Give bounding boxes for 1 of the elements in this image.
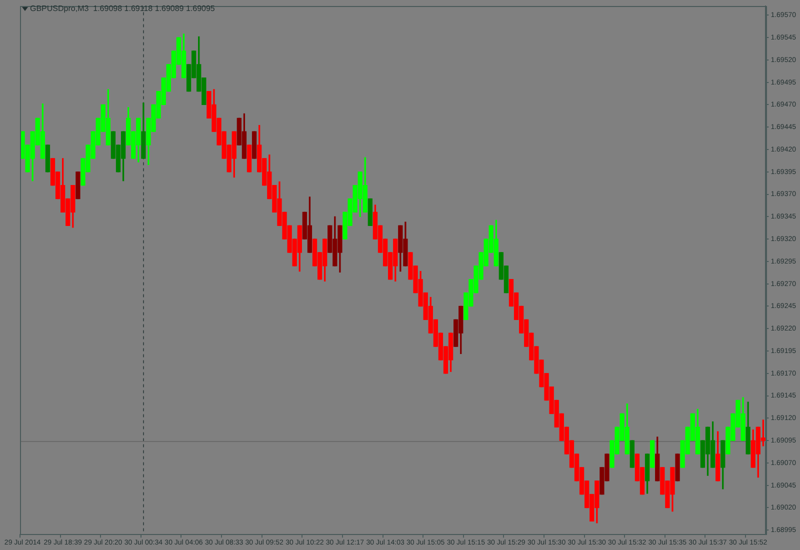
chart-title: GBPUSDpro,M3 1.69098 1.69118 1.69089 1.69095	[30, 4, 215, 13]
